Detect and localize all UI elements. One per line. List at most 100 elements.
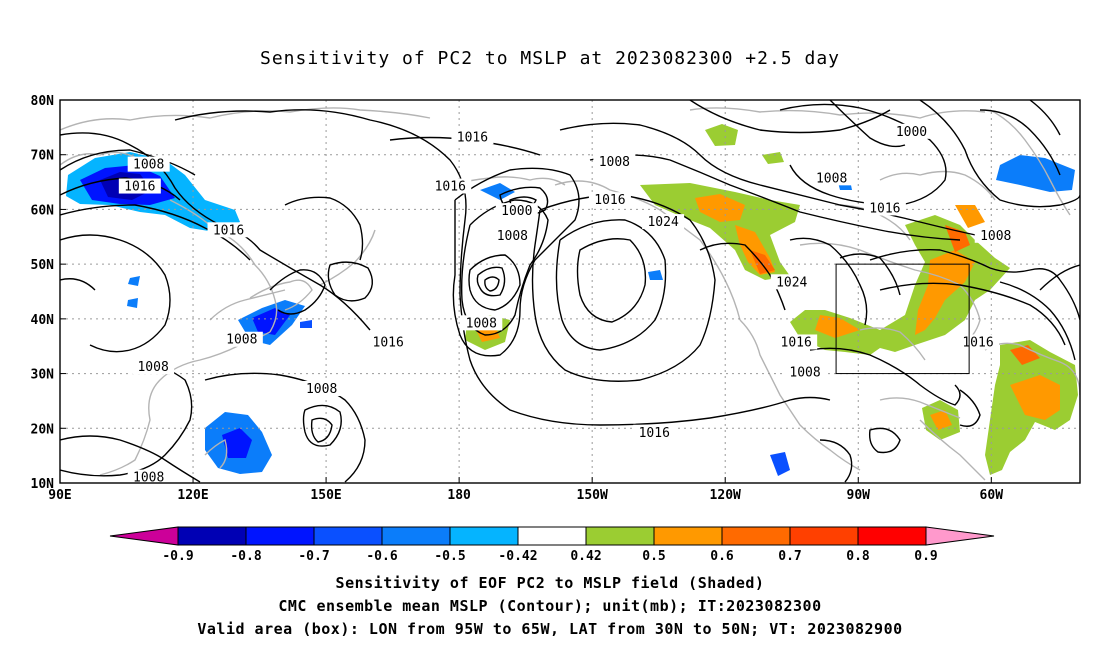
mslp-contour-line: [174, 109, 831, 426]
contour-label: 1008: [133, 158, 164, 173]
coastline-segment: [204, 438, 228, 469]
contour-label-bg: [770, 274, 813, 290]
contour-label-bg: [491, 227, 534, 243]
colorbar-swatch: [857, 526, 927, 546]
mslp-contour-line: [959, 389, 981, 427]
shading-patch: [955, 205, 985, 228]
shading-patch: [1010, 375, 1060, 420]
mslp-contour-line: [869, 249, 1080, 321]
mslp-contour-line: [60, 149, 196, 176]
contour-label-bg: [775, 334, 818, 350]
shading-patch: [300, 320, 312, 328]
contour-label: 1008: [980, 229, 1011, 244]
mslp-contour-line: [60, 234, 171, 353]
mslp-contour-line: [484, 276, 500, 292]
contour-label: 1016: [639, 426, 670, 441]
colorbar-tick-label: -0.8: [230, 549, 261, 564]
mslp-contour-line: [60, 435, 201, 483]
coastline-segment: [879, 397, 961, 419]
coastline-segment: [799, 242, 981, 346]
contour-label-bg: [642, 214, 685, 230]
mslp-contour-line: [689, 100, 891, 134]
contour-label: 1016: [373, 335, 404, 350]
lon-tick-label: 120W: [710, 488, 741, 503]
contour-label: 1016: [594, 193, 625, 208]
mslp-contour-line: [327, 261, 373, 302]
coastline-segment: [169, 199, 278, 333]
shading-patch: [705, 124, 738, 146]
valid-area-box: [835, 263, 970, 375]
shading-patch: [770, 452, 790, 476]
contour-label-bg: [974, 227, 1017, 243]
mslp-contour-line: [999, 281, 1076, 361]
mslp-contour-line: [461, 199, 549, 336]
mslp-contour-line: [452, 167, 580, 357]
colorbar-tick-label: 0.7: [778, 549, 801, 564]
mslp-contour-line: [809, 347, 961, 406]
coastline-segment: [989, 109, 1071, 216]
coastline-segment: [984, 342, 1080, 396]
contour-label: 1016: [781, 335, 812, 350]
contour-label: 1008: [497, 229, 528, 244]
contour-label-bg: [132, 359, 175, 375]
lon-tick-label: 60W: [980, 488, 1004, 503]
lon-tick-label: 150E: [310, 488, 341, 503]
shading-patch: [915, 250, 975, 335]
lon-tick-label: 180: [447, 488, 471, 503]
contour-label: 1016: [435, 180, 466, 195]
mslp-contour-line: [699, 242, 786, 311]
contour-label-bg: [495, 203, 538, 219]
mslp-contour-line: [269, 269, 326, 315]
figure-title: Sensitivity of PC2 to MSLP at 2023082300…: [259, 48, 840, 69]
contour-label-bg: [863, 200, 906, 216]
contour-label: 1016: [124, 180, 155, 195]
colorbar: -0.9 -0.8 -0.7 -0.6 -0.5 -0.42 0.42 0.5 0.6 0.7 0.…: [109, 526, 995, 564]
shading-patch: [996, 155, 1075, 192]
contour-label-bg: [890, 123, 933, 139]
lat-tick-label: 60N: [31, 203, 55, 218]
mslp-contour-line: [60, 359, 193, 477]
coastline-segment: [689, 107, 986, 119]
shading-patch: [815, 315, 860, 338]
lat-tick-label: 10N: [31, 477, 55, 492]
colorbar-swatch: [449, 526, 519, 546]
mslp-contour-line: [60, 204, 251, 261]
contour-label: 1008: [789, 366, 820, 381]
mslp-contour-line: [310, 417, 333, 443]
contour-label: 1008: [137, 360, 168, 375]
contour-labels: 1016 1000 1008 1008 1016 1016 1008 1016 1000 1016…: [118, 123, 1017, 486]
mslp-contour-line: [60, 278, 96, 291]
coastline-segment: [319, 229, 376, 286]
lat-tick-label: 20N: [31, 422, 55, 437]
contour-label-bg: [220, 331, 263, 347]
contour-label-bg: [300, 380, 343, 396]
lon-tick-label: 90E: [48, 488, 71, 503]
contour-label-bg: [127, 156, 170, 172]
coastline-segment: [879, 170, 996, 201]
shading-patch: [695, 194, 745, 222]
mslp-contour-line: [284, 196, 364, 261]
lat-tick-label: 40N: [31, 313, 55, 328]
lon-tick-label: 120E: [177, 488, 208, 503]
colorbar-low-extension: [109, 526, 179, 546]
contour-label: 1000: [896, 125, 927, 140]
contour-label: 1008: [133, 471, 164, 486]
contour-label: 1008: [466, 316, 497, 331]
shading-patch: [480, 183, 515, 200]
colorbar-swatch: [381, 526, 451, 546]
colorbar-swatch: [177, 526, 247, 546]
mslp-contour-line: [204, 372, 366, 483]
contour-label: 1016: [962, 335, 993, 350]
mslp-contour-line: [1039, 264, 1080, 291]
contour-label: 1008: [599, 155, 630, 170]
colorbar-high-extension: [925, 526, 995, 546]
contour-label-bg: [810, 170, 853, 186]
caption-line-1: Sensitivity of EOF PC2 to MSLP field (Sh…: [335, 574, 765, 592]
contour-label-bg: [784, 364, 827, 380]
lat-tick-label: 30N: [31, 368, 55, 383]
shading-patch: [222, 428, 252, 458]
contour-label: 1008: [306, 382, 337, 397]
mslp-contour-line: [839, 253, 901, 296]
contour-label-bg: [367, 334, 410, 350]
